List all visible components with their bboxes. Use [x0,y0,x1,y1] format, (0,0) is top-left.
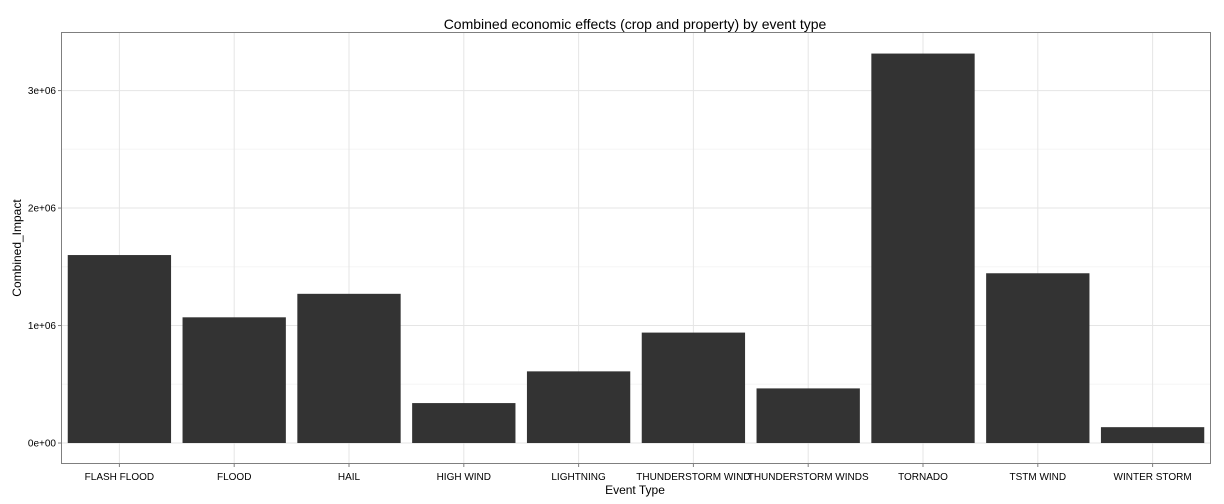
bars [67,53,1205,444]
bar [1100,427,1205,444]
x-tick-label: LIGHTNING [551,472,606,483]
x-tick-label: THUNDERSTORM WINDS [748,472,869,483]
chart-title: Combined economic effects (crop and prop… [444,16,827,32]
x-axis-ticks: FLASH FLOOD FLOOD HAIL HIGH WIND LIGHTNING TH… [85,463,1192,483]
bar [297,293,401,444]
x-tick-label: WINTER STORM [1114,472,1192,483]
y-tick-label: 1e+06 [28,321,57,332]
x-tick-label: FLOOD [217,472,251,483]
bar [871,53,975,444]
y-axis-ticks: 0e+00 1e+06 2e+06 3e+06 [28,86,62,450]
x-tick-label: THUNDERSTORM WIND [636,472,750,483]
bar [526,371,631,444]
x-tick-label: TSTM WIND [1009,472,1066,483]
bar [756,388,860,444]
bar [67,255,172,444]
y-tick-label: 2e+06 [28,204,57,215]
x-axis-label: Event Type [605,483,665,497]
y-tick-label: 0e+00 [28,439,57,450]
bar [641,332,746,444]
y-axis-label: Combined_Impact [10,199,24,297]
x-tick-label: FLASH FLOOD [85,472,154,483]
bar [412,403,516,444]
bar [182,317,286,444]
plot-panel [61,32,1211,464]
bar [986,273,1090,444]
x-tick-label: HAIL [338,472,361,483]
x-tick-label: HIGH WIND [437,472,491,483]
y-tick-label: 3e+06 [28,86,57,97]
x-tick-label: TORNADO [898,472,948,483]
